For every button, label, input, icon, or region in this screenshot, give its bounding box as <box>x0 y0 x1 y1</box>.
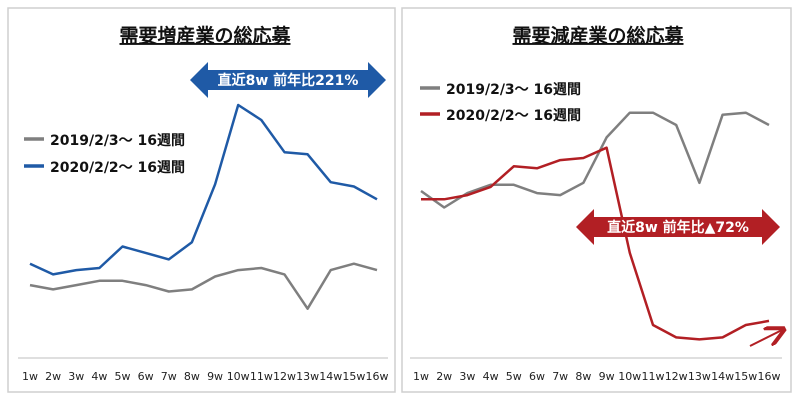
left-callout-text: 直近8w 前年比221% <box>218 72 359 89</box>
left-tick-label-16w: 16w <box>366 370 389 383</box>
left-series-line-2020 <box>29 103 378 276</box>
left-tick-label-9w: 9w <box>207 370 223 383</box>
left-panel: 需要増産業の総応募 1w 2w 3w 4w 5w 6w 7w 8w 9w 10w 11w 12w 13w… <box>7 7 396 393</box>
left-tick-label-1w: 1w <box>22 370 38 383</box>
left-tick-label-6w: 6w <box>138 370 154 383</box>
right-tick-labels: 1w 2w 3w 4w 5w 6w 7w 8w 9w 10w 11w 12w 13w 14w 15w 16w <box>413 370 781 383</box>
left-legend-label-2020: 2020/2/2～ 16週間 <box>50 160 185 176</box>
right-tick-label-15w: 15w <box>734 370 757 383</box>
left-tick-label-4w: 4w <box>91 370 107 383</box>
right-callout-double-arrow <box>576 209 780 245</box>
left-tick-label-10w: 10w <box>227 370 250 383</box>
left-tick-labels: 1w 2w 3w 4w 5w 6w 7w 8w 9w 10w 11w 12w 13w 14w 15w 16w <box>22 370 389 383</box>
left-legend-label-2019: 2019/2/3～ 16週間 <box>50 133 185 149</box>
right-tick-label-5w: 5w <box>506 370 522 383</box>
right-tick-label-2w: 2w <box>436 370 452 383</box>
left-chart-title: 需要増産業の総応募 <box>119 24 291 47</box>
right-tick-label-8w: 8w <box>575 370 591 383</box>
right-tick-label-4w: 4w <box>483 370 499 383</box>
right-legend-label-2019: 2019/2/3～ 16週間 <box>446 82 581 98</box>
left-tick-label-11w: 11w <box>250 370 273 383</box>
right-tick-label-6w: 6w <box>529 370 545 383</box>
right-chart-title: 需要減産業の総応募 <box>512 24 684 47</box>
left-tick-label-12w: 12w <box>273 370 296 383</box>
left-series-lines <box>29 103 378 310</box>
right-tick-label-1w: 1w <box>413 370 429 383</box>
right-series-line-2020 <box>421 146 770 341</box>
left-panel-frame <box>7 7 396 393</box>
left-callout-double-arrow <box>190 62 386 98</box>
left-tick-label-7w: 7w <box>161 370 177 383</box>
right-tick-label-11w: 11w <box>642 370 665 383</box>
right-tick-label-9w: 9w <box>599 370 615 383</box>
left-tick-label-13w: 13w <box>296 370 319 383</box>
right-tick-label-16w: 16w <box>758 370 781 383</box>
left-tick-label-3w: 3w <box>68 370 84 383</box>
left-tick-label-15w: 15w <box>342 370 365 383</box>
right-tick-label-14w: 14w <box>711 370 734 383</box>
left-tick-label-8w: 8w <box>184 370 200 383</box>
right-series-lines <box>420 111 770 341</box>
right-series-line-2019 <box>420 111 770 209</box>
left-series-line-2019 <box>29 262 378 310</box>
right-callout-text: 直近8w 前年比▲72% <box>607 219 749 236</box>
right-tick-label-10w: 10w <box>618 370 641 383</box>
right-trend-arrow-icon <box>749 330 782 347</box>
left-tick-label-14w: 14w <box>319 370 342 383</box>
right-panel-frame <box>401 7 792 393</box>
right-panel: 需要減産業の総応募 1w 2w 3w 4w 5w 6w 7w 8w 9w 10w 11w 12w 13w… <box>401 7 792 393</box>
right-legend-label-2020: 2020/2/2～ 16週間 <box>446 108 581 124</box>
right-tick-label-3w: 3w <box>459 370 475 383</box>
right-tick-label-7w: 7w <box>552 370 568 383</box>
right-tick-label-13w: 13w <box>688 370 711 383</box>
left-tick-label-5w: 5w <box>115 370 131 383</box>
right-tick-label-12w: 12w <box>665 370 688 383</box>
left-tick-label-2w: 2w <box>45 370 61 383</box>
